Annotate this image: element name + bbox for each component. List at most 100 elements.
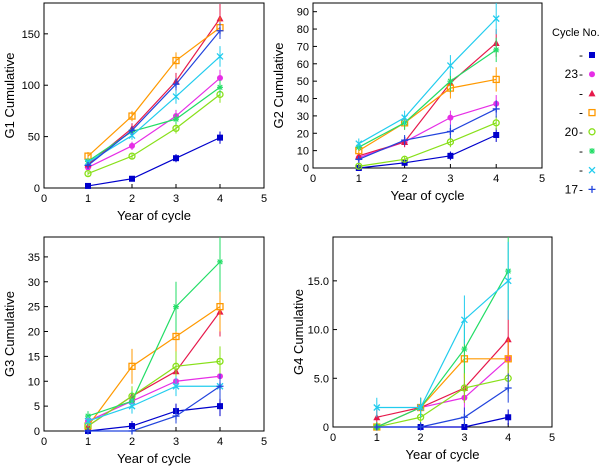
series-line: [87, 77, 221, 168]
y-tick-label: 80: [297, 24, 309, 36]
series-c19: [373, 237, 512, 430]
data-point: [355, 155, 363, 163]
y-tick-label: 20: [28, 327, 40, 339]
y-tick-label: 150: [22, 29, 40, 41]
data-point: [460, 413, 468, 421]
series-line: [358, 78, 497, 152]
series-c18: [373, 241, 512, 418]
series-c23: [85, 363, 223, 427]
data-point: [447, 78, 454, 85]
x-tick-label: 1: [85, 436, 91, 448]
legend-title: Cycle No.: [552, 27, 600, 39]
y-tick-label: 10: [28, 376, 40, 388]
legend-dash: -: [579, 182, 583, 196]
x-tick-label: 3: [447, 173, 453, 185]
series-c23: [373, 339, 512, 430]
legend-entry: -: [579, 106, 596, 120]
x-tick-label: 5: [261, 193, 267, 205]
y-tick-label: 5: [34, 401, 40, 413]
legend-marker: [588, 89, 596, 97]
y-tick-label: 10.0: [308, 325, 329, 337]
data-point: [492, 75, 500, 84]
series-line: [87, 93, 221, 175]
data-point: [128, 152, 136, 160]
y-tick-label: 30: [297, 111, 309, 123]
y-tick-label: 40: [297, 94, 309, 106]
series-line: [376, 270, 509, 428]
x-tick-label: 1: [374, 432, 380, 444]
plot-frame: [43, 236, 265, 432]
data-point: [447, 152, 454, 159]
series-c18: [355, 3, 500, 149]
data-point: [84, 169, 92, 178]
series-line: [376, 358, 509, 428]
y-tick-label: 60: [297, 59, 309, 71]
series-line: [358, 49, 497, 148]
legend-marker: [589, 52, 595, 58]
y-tick-label: 35: [28, 252, 40, 264]
data-point: [401, 136, 409, 144]
legend-entry: -: [579, 144, 595, 158]
x-tick-label: 0: [41, 193, 47, 205]
series-line: [358, 42, 497, 157]
data-point: [417, 423, 425, 431]
legend: Cycle No.-23 ---20 ---17-: [552, 27, 600, 196]
y-tick-label: 5.0: [314, 373, 329, 385]
data-point: [373, 423, 381, 431]
y-tick-label: 0: [34, 426, 40, 438]
series-c24: [85, 131, 223, 189]
y-tick-label: 50: [297, 76, 309, 88]
y-tick-label: 30: [28, 277, 40, 289]
x-axis-label: Year of cycle: [117, 451, 191, 466]
y-tick-label: 0: [34, 183, 40, 195]
data-point: [172, 124, 180, 133]
data-point: [173, 155, 179, 162]
data-point: [216, 27, 224, 35]
x-tick-label: 5: [261, 436, 267, 448]
y-tick-label: 0: [323, 422, 329, 434]
x-tick-label: 3: [173, 193, 179, 205]
series-c19: [85, 237, 223, 422]
data-point: [447, 114, 454, 121]
legend-cycle-number: 23: [565, 67, 579, 81]
legend-entry: -: [579, 48, 595, 62]
series-line: [87, 27, 221, 157]
series-c24: [355, 128, 500, 171]
data-point: [492, 105, 500, 113]
series-line: [376, 338, 509, 418]
series-line: [87, 306, 221, 427]
data-point: [492, 15, 500, 23]
data-point: [493, 46, 500, 53]
series-line: [358, 18, 497, 145]
series-line: [87, 137, 221, 187]
data-point: [505, 414, 512, 421]
y-tick-label: 20: [297, 128, 309, 140]
chart-g4: 0 1 2 3 4 5 0 5.0 10.0 15.0 Year of cycle G4 Cumula…: [291, 236, 555, 462]
y-tick-label: 15: [28, 351, 40, 363]
x-tick-label: 1: [356, 173, 362, 185]
data-point: [172, 412, 180, 420]
legend-marker: [588, 108, 596, 117]
data-point: [128, 402, 136, 410]
data-point: [172, 332, 180, 341]
data-point: [129, 423, 135, 430]
data-point: [129, 142, 135, 149]
series-c18: [84, 46, 224, 166]
x-tick-label: 2: [418, 432, 424, 444]
x-tick-label: 4: [217, 436, 223, 448]
data-point: [128, 112, 136, 120]
x-tick-label: 2: [129, 193, 135, 205]
y-tick-label: 70: [297, 41, 309, 53]
series-line: [87, 56, 221, 163]
data-point: [504, 277, 512, 285]
data-point: [85, 182, 91, 189]
series-line: [376, 387, 509, 428]
legend-entry: -: [579, 163, 596, 177]
data-point: [216, 302, 224, 311]
series-c21: [373, 339, 512, 431]
series-c21: [355, 67, 500, 155]
data-point: [129, 175, 135, 182]
